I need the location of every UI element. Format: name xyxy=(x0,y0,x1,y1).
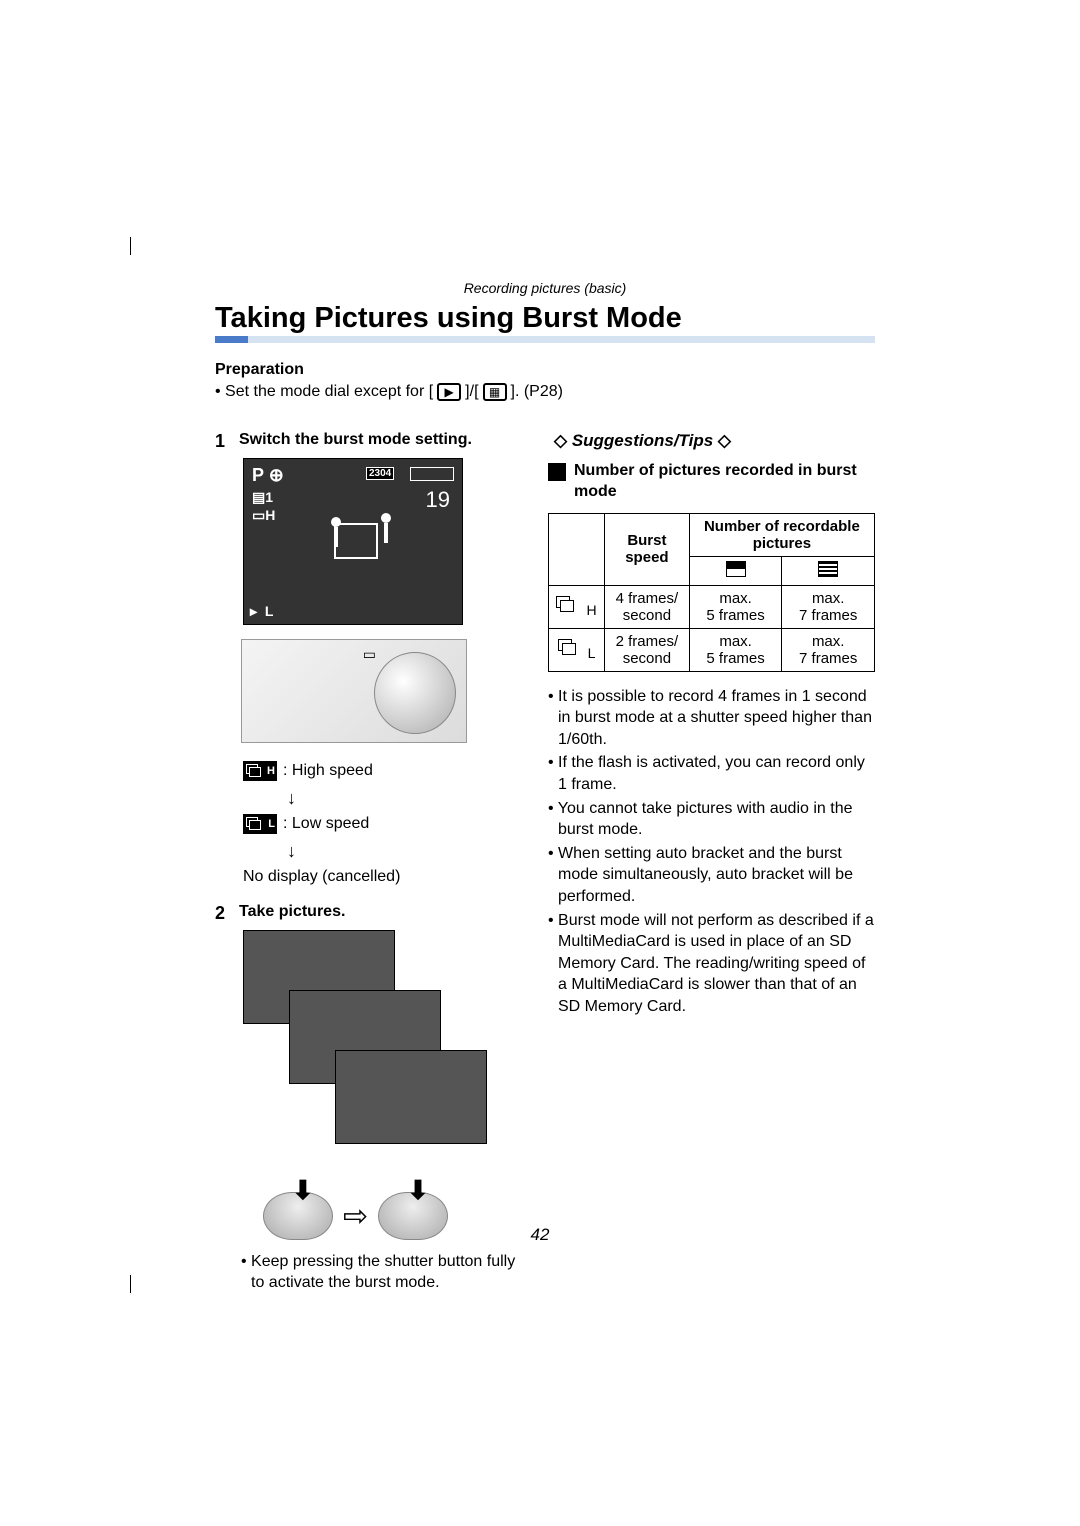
lcd-size-letter: L xyxy=(265,603,276,619)
mode-dial-illustration: ▭ xyxy=(241,639,467,743)
step-1-text: Switch the burst mode setting. xyxy=(239,431,472,452)
burst-table: Burst speed Number of recordable picture… xyxy=(548,513,875,672)
page-content: Recording pictures (basic) Taking Pictur… xyxy=(215,280,875,1294)
lcd-quality-icon: ▤1 xyxy=(252,489,273,506)
down-arrow-2: ↓ xyxy=(287,838,522,865)
preparation-line: • Set the mode dial except for [ ▶ ]/[ ▦… xyxy=(215,383,875,401)
row-std: max. 7 frames xyxy=(782,585,875,628)
row-icon-letter: H xyxy=(586,602,596,618)
cancelled-label: No display (cancelled) xyxy=(243,865,522,889)
high-speed-row: H : High speed xyxy=(243,759,522,783)
left-column: 1 Switch the burst mode setting. P ⊕ 230… xyxy=(215,431,522,1294)
table-row: L 2 frames/ second max. 5 frames max. 7 … xyxy=(549,628,875,671)
step-2-note: • Keep pressing the shutter button fully… xyxy=(241,1252,522,1294)
right-column: ◇ Suggestions/Tips ◇ Number of pictures … xyxy=(548,431,875,1294)
lcd-quality-number: 1 xyxy=(265,489,273,505)
section-header: Recording pictures (basic) xyxy=(215,280,875,296)
crop-mark-bottom-left xyxy=(130,1275,131,1293)
table-row: H 4 frames/ second max. 5 frames max. 7 … xyxy=(549,585,875,628)
lcd-flash-icon: ⊕ xyxy=(269,465,284,485)
std-quality-icon xyxy=(818,561,838,577)
low-speed-row: L : Low speed xyxy=(243,812,522,836)
lcd-battery-icon xyxy=(410,467,454,481)
burst-frame-3 xyxy=(335,1050,487,1144)
burst-speed-header: Burst speed xyxy=(605,513,690,585)
down-arrow-icon: ⬇ xyxy=(292,1175,314,1206)
recordable-header: Number of recordable pictures xyxy=(689,513,874,556)
tips-heading-text: Suggestions/Tips xyxy=(572,431,713,450)
crop-mark-top-left xyxy=(130,237,131,255)
row-icon-cell: L xyxy=(549,628,605,671)
quality-fine-header xyxy=(689,556,782,585)
fine-quality-icon xyxy=(726,561,746,577)
row-std: max. 7 frames xyxy=(782,628,875,671)
tip-item: • It is possible to record 4 frames in 1… xyxy=(548,686,875,751)
tip-text: It is possible to record 4 frames in 1 s… xyxy=(558,688,872,748)
lcd-size-indicator: ▸ L xyxy=(250,603,275,620)
burst-icon xyxy=(558,639,584,657)
lcd-burst-letter: H xyxy=(265,507,275,523)
step-2-text: Take pictures. xyxy=(239,903,345,924)
step-1-row: 1 Switch the burst mode setting. xyxy=(215,431,522,452)
step-2-number: 2 xyxy=(215,903,229,924)
high-speed-label: : High speed xyxy=(283,759,373,783)
row-fine: max. 5 frames xyxy=(689,585,782,628)
prep-prefix: • Set the mode dial except for [ xyxy=(215,383,433,401)
title-underline xyxy=(215,336,875,343)
burst-icon xyxy=(556,596,582,614)
tips-bullet-list: • It is possible to record 4 frames in 1… xyxy=(548,686,875,1018)
row-speed: 4 frames/ second xyxy=(605,585,690,628)
table-heading-row: Number of pictures recorded in burst mod… xyxy=(548,461,875,503)
playback-icon: ▶ xyxy=(437,383,461,401)
page-number: 42 xyxy=(0,1225,1080,1245)
prep-suffix: ]. (P28) xyxy=(511,383,563,401)
tip-item: • You cannot take pictures with audio in… xyxy=(548,798,875,841)
lcd-shots-remaining: 19 xyxy=(426,487,450,513)
lcd-resolution-badge: 2304 xyxy=(366,467,394,480)
page-title: Taking Pictures using Burst Mode xyxy=(215,302,875,335)
prep-mid: ]/[ xyxy=(465,383,478,401)
low-speed-label: : Low speed xyxy=(283,812,369,836)
shutter-button-illustration xyxy=(374,652,456,734)
row-speed: 2 frames/ second xyxy=(605,628,690,671)
tip-item: • If the flash is activated, you can rec… xyxy=(548,752,875,795)
tip-text: You cannot take pictures with audio in t… xyxy=(558,800,853,839)
lcd-mode-letter: P xyxy=(252,465,264,485)
lcd-mode-indicator: P ⊕ xyxy=(252,465,284,486)
tips-heading: ◇ Suggestions/Tips ◇ xyxy=(554,431,875,451)
burst-sequence-illustration: ⬇ ⇨ ⬇ xyxy=(243,930,503,1240)
burst-high-icon: H xyxy=(243,761,277,781)
diamond-left-icon: ◇ xyxy=(554,431,567,450)
two-column-layout: 1 Switch the burst mode setting. P ⊕ 230… xyxy=(215,431,875,1294)
lcd-screenshot: P ⊕ 2304 ▤1 ▭H 19 ▸ L xyxy=(243,458,463,625)
step-2-row: 2 Take pictures. xyxy=(215,903,522,924)
down-arrow-1: ↓ xyxy=(287,785,522,812)
tip-item: • Burst mode will not perform as describ… xyxy=(548,910,875,1018)
tip-text: Burst mode will not perform as described… xyxy=(558,912,874,1015)
tip-item: • When setting auto bracket and the burs… xyxy=(548,843,875,908)
row-icon-cell: H xyxy=(549,585,605,628)
lcd-burst-icon: ▭H xyxy=(252,507,275,524)
down-arrow-icon: ⬇ xyxy=(407,1175,429,1206)
table-header-row-1: Burst speed Number of recordable picture… xyxy=(549,513,875,556)
row-fine: max. 5 frames xyxy=(689,628,782,671)
preparation-heading: Preparation xyxy=(215,361,875,379)
tip-text: When setting auto bracket and the burst … xyxy=(558,845,853,905)
burst-low-icon: L xyxy=(243,814,277,834)
burst-dial-icon: ▭ xyxy=(363,646,376,663)
tip-text: If the flash is activated, you can recor… xyxy=(558,754,865,793)
lcd-subject-figures xyxy=(314,507,424,597)
square-bullet-icon xyxy=(548,463,566,481)
step-1-number: 1 xyxy=(215,431,229,452)
table-blank-header xyxy=(549,513,605,585)
row-icon-letter: L xyxy=(588,645,596,661)
diamond-right-icon: ◇ xyxy=(718,431,731,450)
speed-options-list: H : High speed ↓ L : Low speed ↓ No disp… xyxy=(243,759,522,889)
quality-std-header xyxy=(782,556,875,585)
movie-icon: ▦ xyxy=(483,383,507,401)
table-heading: Number of pictures recorded in burst mod… xyxy=(574,461,875,503)
